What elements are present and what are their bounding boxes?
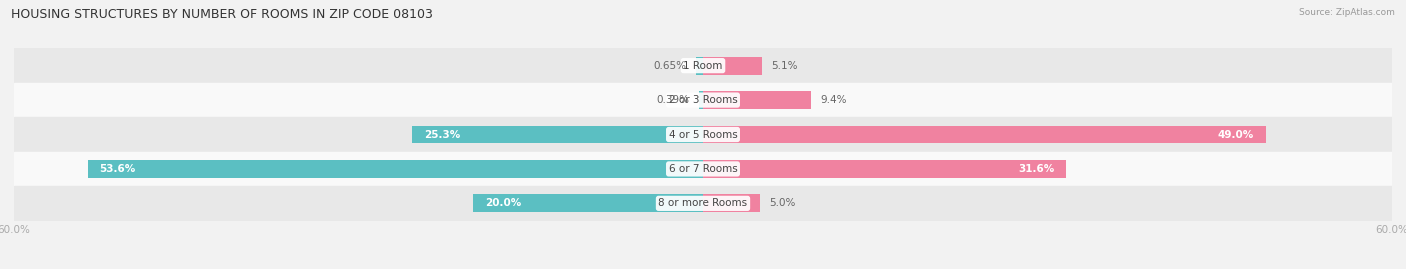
Text: 5.1%: 5.1% <box>770 61 797 71</box>
Text: 53.6%: 53.6% <box>98 164 135 174</box>
Bar <box>14 117 1392 152</box>
Bar <box>703 126 1265 143</box>
Bar <box>87 160 703 178</box>
Text: 9.4%: 9.4% <box>820 95 846 105</box>
Text: 5.0%: 5.0% <box>769 198 796 208</box>
Bar <box>703 57 762 75</box>
Text: 6 or 7 Rooms: 6 or 7 Rooms <box>669 164 737 174</box>
Text: 4 or 5 Rooms: 4 or 5 Rooms <box>669 129 737 140</box>
Text: HOUSING STRUCTURES BY NUMBER OF ROOMS IN ZIP CODE 08103: HOUSING STRUCTURES BY NUMBER OF ROOMS IN… <box>11 8 433 21</box>
Text: 0.39%: 0.39% <box>657 95 689 105</box>
Bar <box>14 186 1392 221</box>
Text: 49.0%: 49.0% <box>1218 129 1254 140</box>
Text: 2 or 3 Rooms: 2 or 3 Rooms <box>669 95 737 105</box>
Text: 31.6%: 31.6% <box>1018 164 1054 174</box>
Bar <box>703 160 1066 178</box>
Bar <box>412 126 703 143</box>
Bar <box>14 152 1392 186</box>
Text: 25.3%: 25.3% <box>425 129 460 140</box>
Bar <box>14 48 1392 83</box>
Bar <box>703 194 761 212</box>
Text: 8 or more Rooms: 8 or more Rooms <box>658 198 748 208</box>
Bar <box>699 91 703 109</box>
Bar <box>703 91 811 109</box>
Text: 0.65%: 0.65% <box>654 61 686 71</box>
Text: Source: ZipAtlas.com: Source: ZipAtlas.com <box>1299 8 1395 17</box>
Text: 1 Room: 1 Room <box>683 61 723 71</box>
Bar <box>696 57 703 75</box>
Bar <box>474 194 703 212</box>
Bar <box>14 83 1392 117</box>
Text: 20.0%: 20.0% <box>485 198 522 208</box>
